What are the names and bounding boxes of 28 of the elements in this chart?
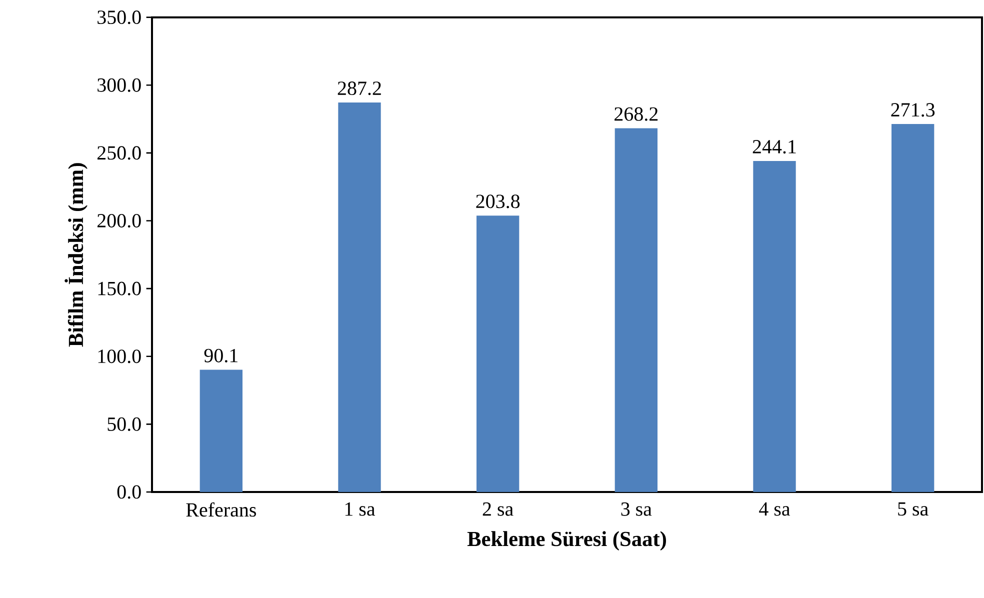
x-tick-label: Referans xyxy=(186,502,256,517)
data-label: 203.8 xyxy=(476,194,520,208)
y-tick-label: 200.0 xyxy=(97,214,141,228)
bar xyxy=(200,370,243,492)
data-label: 287.2 xyxy=(338,82,381,96)
x-tick-label: 3 sa xyxy=(621,502,652,516)
data-label: 90.1 xyxy=(204,348,238,362)
data-label: 244.1 xyxy=(752,140,796,154)
x-tick-label: 4 sa xyxy=(759,502,790,516)
y-tick-label: 50.0 xyxy=(108,417,141,431)
y-tick-label: 250.0 xyxy=(97,146,141,160)
data-label: 271.3 xyxy=(891,103,935,117)
x-tick-label: 1 sa xyxy=(345,502,376,516)
y-tick-label: 150.0 xyxy=(98,282,141,296)
y-tick-label: 300.0 xyxy=(98,78,141,92)
bar xyxy=(753,160,796,492)
y-tick-label: 0.0 xyxy=(117,485,141,499)
data-label: 268.2 xyxy=(614,107,658,121)
x-tick-label: 2 sa xyxy=(482,502,514,516)
y-tick-label: 350.0 xyxy=(98,10,141,24)
y-axis-title: Bifilm İndeksi (mm) xyxy=(64,163,88,347)
y-tick-label: 100.0 xyxy=(98,350,141,364)
bar xyxy=(614,128,658,492)
x-tick-label: 5 sa xyxy=(898,502,928,516)
x-axis-title: Bekleme Süresi (Saat) xyxy=(467,531,666,550)
bar xyxy=(338,102,381,492)
bar xyxy=(476,216,520,492)
bar xyxy=(892,124,934,492)
